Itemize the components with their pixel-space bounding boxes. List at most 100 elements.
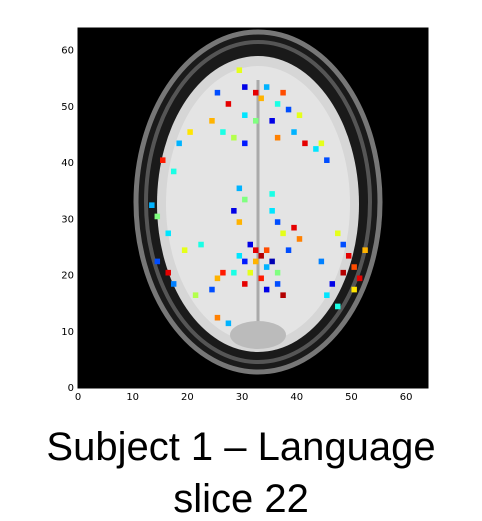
voxel: [264, 287, 269, 293]
voxel: [264, 84, 269, 90]
voxel: [351, 264, 356, 270]
voxel: [149, 202, 154, 208]
y-tick-label: 40: [61, 158, 74, 169]
voxel: [193, 292, 198, 298]
voxel: [297, 236, 302, 242]
voxel: [231, 135, 236, 141]
voxel: [155, 259, 160, 265]
voxel: [302, 141, 307, 147]
voxel: [220, 129, 225, 135]
voxel: [357, 276, 362, 282]
voxel: [280, 90, 285, 96]
voxel: [269, 191, 274, 197]
voxel: [237, 253, 242, 259]
voxel: [324, 292, 329, 298]
voxel: [319, 141, 324, 147]
voxel: [182, 247, 187, 253]
x-tick-label: 30: [236, 392, 249, 403]
voxel: [330, 281, 335, 287]
voxel: [253, 90, 258, 96]
voxel: [286, 247, 291, 253]
voxel: [362, 247, 367, 253]
voxel: [275, 219, 280, 225]
voxel: [275, 101, 280, 107]
voxel: [155, 214, 160, 220]
voxel: [242, 259, 247, 265]
x-tick-label: 20: [181, 392, 194, 403]
y-tick-label: 0: [68, 383, 74, 394]
voxel: [264, 264, 269, 270]
voxel: [280, 231, 285, 237]
chart-subtitle: slice 22: [173, 477, 309, 521]
x-tick-label: 10: [126, 392, 139, 403]
voxel: [237, 186, 242, 192]
voxel: [253, 247, 258, 253]
voxel: [291, 129, 296, 135]
voxel: [248, 270, 253, 276]
voxel: [215, 276, 220, 282]
voxel: [171, 169, 176, 175]
voxel: [341, 270, 346, 276]
voxel: [242, 112, 247, 118]
voxel: [275, 270, 280, 276]
voxel: [253, 259, 258, 265]
voxel: [341, 242, 346, 248]
y-tick-label: 20: [61, 271, 74, 282]
voxel: [215, 315, 220, 321]
voxel: [324, 157, 329, 163]
voxel: [335, 304, 340, 310]
voxel: [313, 146, 318, 152]
page: Subject 1 – Language slice 22 0 10 20 30 40 5…: [0, 0, 482, 521]
voxel: [220, 270, 225, 276]
y-tick-label: 60: [61, 46, 74, 57]
voxel: [160, 157, 165, 163]
voxel: [258, 276, 263, 282]
voxel: [171, 281, 176, 287]
x-tick-label: 0: [75, 392, 81, 403]
y-tick-label: 50: [61, 102, 74, 113]
y-tick-label: 30: [61, 214, 74, 225]
voxel: [242, 281, 247, 287]
voxel: [209, 287, 214, 293]
x-tick-label: 60: [400, 392, 413, 403]
voxel: [248, 242, 253, 248]
voxel: [226, 321, 231, 327]
voxel: [258, 96, 263, 102]
voxel: [209, 118, 214, 124]
voxel: [264, 247, 269, 253]
voxel: [280, 292, 285, 298]
x-tick-label: 40: [290, 392, 303, 403]
voxel: [319, 259, 324, 265]
voxel: [231, 208, 236, 214]
voxel: [242, 197, 247, 203]
voxel: [237, 219, 242, 225]
voxel: [291, 225, 296, 231]
voxel: [242, 84, 247, 90]
voxel: [335, 231, 340, 237]
y-tick-label: 10: [61, 327, 74, 338]
voxel: [187, 129, 192, 135]
voxel: [215, 90, 220, 96]
voxel: [226, 101, 231, 107]
voxel: [269, 208, 274, 214]
chart-title: Subject 1 – Language: [46, 425, 435, 469]
voxel: [242, 141, 247, 147]
voxel: [269, 259, 274, 265]
voxel: [166, 231, 171, 237]
voxel: [275, 135, 280, 141]
voxel: [297, 112, 302, 118]
voxel: [351, 287, 356, 293]
voxel: [275, 281, 280, 287]
voxel: [176, 141, 181, 147]
voxel: [253, 118, 258, 124]
brain-anatomy: [136, 32, 380, 372]
chart: Subject 1 – Language slice 22 0 10 20 30 40 5…: [0, 0, 482, 521]
voxel: [258, 253, 263, 259]
voxel: [269, 118, 274, 124]
voxel: [166, 270, 171, 276]
voxel: [346, 253, 351, 259]
voxel: [231, 270, 236, 276]
x-tick-label: 50: [345, 392, 358, 403]
voxel: [237, 67, 242, 73]
voxel: [286, 107, 291, 113]
